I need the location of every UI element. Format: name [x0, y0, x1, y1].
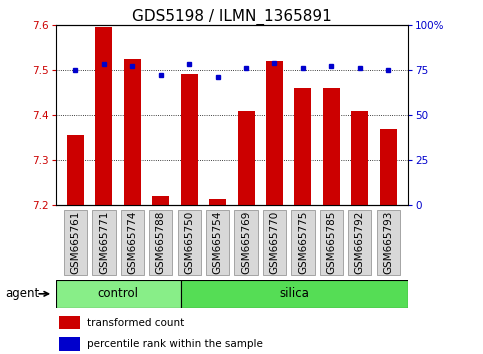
- Text: GSM665761: GSM665761: [71, 211, 81, 274]
- FancyBboxPatch shape: [234, 210, 258, 275]
- Text: GSM665770: GSM665770: [270, 211, 280, 274]
- Text: silica: silica: [280, 287, 309, 300]
- Text: percentile rank within the sample: percentile rank within the sample: [87, 339, 263, 349]
- Bar: [67, 135, 84, 205]
- Text: GSM665775: GSM665775: [298, 211, 308, 274]
- FancyBboxPatch shape: [56, 280, 181, 308]
- Text: GSM665754: GSM665754: [213, 211, 223, 274]
- FancyBboxPatch shape: [206, 210, 229, 275]
- Text: GSM665750: GSM665750: [184, 211, 194, 274]
- Text: GSM665774: GSM665774: [128, 211, 137, 274]
- FancyBboxPatch shape: [64, 210, 87, 275]
- Text: GSM665792: GSM665792: [355, 211, 365, 274]
- FancyBboxPatch shape: [320, 210, 343, 275]
- Bar: [124, 59, 141, 205]
- Bar: [323, 88, 340, 205]
- Text: control: control: [98, 287, 139, 300]
- FancyBboxPatch shape: [92, 210, 115, 275]
- FancyBboxPatch shape: [263, 210, 286, 275]
- Bar: [266, 61, 283, 205]
- Bar: [380, 129, 397, 205]
- Bar: [209, 199, 226, 205]
- Bar: [152, 196, 169, 205]
- Text: GSM665769: GSM665769: [241, 211, 251, 274]
- FancyBboxPatch shape: [149, 210, 172, 275]
- Text: GSM665793: GSM665793: [383, 211, 393, 274]
- Title: GDS5198 / ILMN_1365891: GDS5198 / ILMN_1365891: [132, 8, 332, 25]
- FancyBboxPatch shape: [121, 210, 144, 275]
- Text: GSM665785: GSM665785: [327, 211, 336, 274]
- Text: GSM665771: GSM665771: [99, 211, 109, 274]
- Bar: [351, 110, 369, 205]
- Bar: [295, 88, 312, 205]
- Text: transformed count: transformed count: [87, 318, 185, 327]
- Text: agent: agent: [5, 287, 39, 300]
- FancyBboxPatch shape: [377, 210, 400, 275]
- Bar: [95, 27, 113, 205]
- Bar: [59, 337, 80, 350]
- FancyBboxPatch shape: [181, 280, 408, 308]
- Text: GSM665788: GSM665788: [156, 211, 166, 274]
- FancyBboxPatch shape: [291, 210, 314, 275]
- Bar: [181, 74, 198, 205]
- FancyBboxPatch shape: [348, 210, 371, 275]
- FancyBboxPatch shape: [178, 210, 201, 275]
- Bar: [59, 316, 80, 329]
- Bar: [238, 110, 255, 205]
